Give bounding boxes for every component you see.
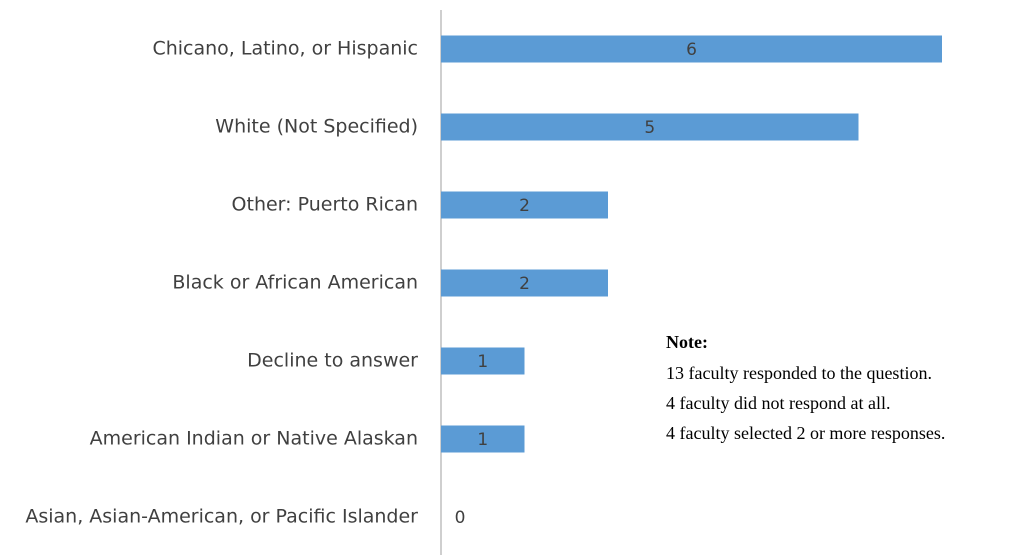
category-label: Asian, Asian-American, or Pacific Island… [25, 506, 418, 528]
bar [441, 425, 525, 453]
data-label: 2 [519, 274, 530, 294]
data-label: 1 [477, 430, 488, 450]
bar [441, 269, 608, 297]
category-label: American Indian or Native Alaskan [90, 428, 418, 450]
data-label: 2 [519, 196, 530, 216]
bar [441, 191, 608, 219]
data-label: 5 [644, 118, 655, 138]
bar [441, 113, 859, 141]
note-line: 13 faculty responded to the question. [666, 363, 932, 383]
category-label: Decline to answer [247, 350, 418, 372]
note-line: 4 faculty did not respond at all. [666, 393, 890, 413]
bar [441, 347, 525, 375]
note-line: 4 faculty selected 2 or more responses. [666, 423, 945, 443]
category-label: Chicano, Latino, or Hispanic [152, 38, 418, 60]
data-label: 1 [477, 352, 488, 372]
data-label: 0 [455, 508, 466, 528]
category-label: White (Not Specified) [215, 116, 418, 138]
data-label: 6 [686, 40, 697, 60]
category-label: Other: Puerto Rican [232, 194, 418, 216]
bar [441, 35, 942, 63]
category-label: Black or African American [172, 272, 418, 294]
note-title: Note: [666, 332, 708, 352]
